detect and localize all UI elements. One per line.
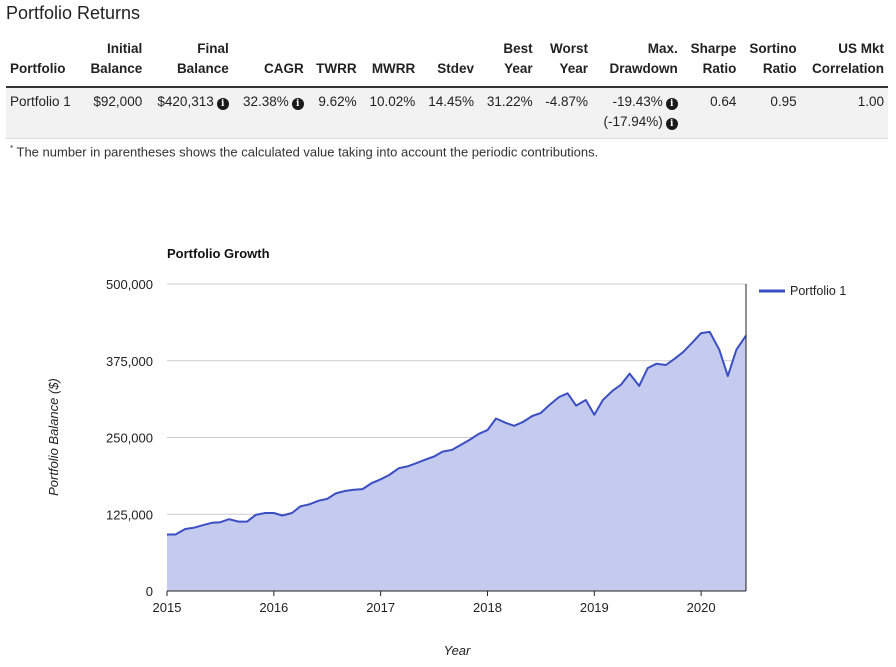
cell-us-mkt-correlation: 1.00 — [800, 87, 888, 139]
col-sortino-ratio: Sortino Ratio — [740, 37, 801, 88]
series-area-portfolio-1 — [167, 331, 746, 591]
cell-best-year: 31.22% — [477, 87, 537, 139]
col-worst-year: Worst Year — [536, 37, 593, 88]
cell-cagr: 32.38% i — [232, 87, 308, 139]
footnote-text: The number in parentheses shows the calc… — [16, 144, 599, 160]
x-tick-label: 2020 — [687, 600, 716, 615]
info-circle-icon[interactable]: i — [291, 98, 304, 110]
col-max-drawdown: Max. Drawdown — [592, 37, 682, 88]
x-tick-label: 2019 — [580, 600, 609, 615]
cell-max-drawdown: -19.43% i (-17.94%) i — [592, 87, 682, 139]
y-tick-label: 500,000 — [106, 277, 153, 292]
y-tick-label: 125,000 — [106, 507, 153, 522]
table-header-row: Portfolio Initial Balance Final Balance CA… — [6, 37, 888, 88]
col-portfolio: Portfolio — [6, 37, 82, 88]
cell-worst-year: -4.87% — [536, 87, 593, 139]
cell-final-balance: $420,313 i — [146, 87, 233, 139]
y-tick-label: 250,000 — [106, 431, 153, 446]
chart-plot-area — [167, 330, 747, 591]
footnote: * The number in parentheses shows the ca… — [10, 144, 598, 159]
chart-axes: 0 125,000 250,000 375,000 500,000 2015 2016 201… — [106, 277, 747, 615]
cell-sortino-ratio: 0.95 — [740, 87, 801, 139]
x-axis-label: Year — [444, 643, 471, 658]
page-title: Portfolio Returns — [6, 3, 141, 23]
y-axis-label: Portfolio Balance ($) — [46, 378, 61, 496]
col-best-year: Best Year — [477, 37, 537, 88]
col-mwrr: MWRR — [360, 37, 420, 88]
col-final-balance: Final Balance — [146, 37, 233, 88]
cell-initial-balance: $92,000 — [81, 87, 147, 139]
chart-legend: Portfolio 1 — [759, 284, 846, 298]
col-us-mkt-correlation: US Mkt Correlation — [800, 37, 888, 88]
col-twrr: TWRR — [307, 37, 361, 88]
x-tick-label: 2016 — [259, 600, 288, 615]
y-tick-label: 0 — [146, 584, 153, 599]
x-tick-label: 2017 — [366, 600, 395, 615]
info-circle-icon[interactable]: i — [665, 118, 678, 130]
col-sharpe-ratio: Sharpe Ratio — [681, 37, 741, 88]
footnote-mark: * — [10, 144, 14, 153]
cell-sharpe-ratio: 0.64 — [681, 87, 741, 139]
cell-mwrr: 10.02% — [360, 87, 420, 139]
col-cagr: CAGR — [232, 37, 308, 88]
y-tick-label: 375,000 — [106, 354, 153, 369]
table-row: Portfolio 1 $92,000 $420,313 i 32.38% i 9.… — [6, 87, 888, 139]
x-tick-label: 2015 — [153, 600, 182, 615]
cell-portfolio: Portfolio 1 — [6, 87, 82, 139]
chart-title: Portfolio Growth — [167, 246, 270, 261]
col-initial-balance: Initial Balance — [81, 37, 147, 88]
returns-table: Portfolio Initial Balance Final Balance CA… — [6, 37, 888, 139]
series-line-portfolio-1 — [167, 330, 747, 536]
x-tick-label: 2018 — [473, 600, 502, 615]
info-circle-icon[interactable]: i — [665, 98, 678, 110]
col-stdev: Stdev — [419, 37, 478, 88]
cell-stdev: 14.45% — [419, 87, 478, 139]
info-circle-icon[interactable]: i — [216, 98, 229, 110]
legend-label: Portfolio 1 — [790, 284, 846, 298]
cell-twrr: 9.62% — [307, 87, 361, 139]
